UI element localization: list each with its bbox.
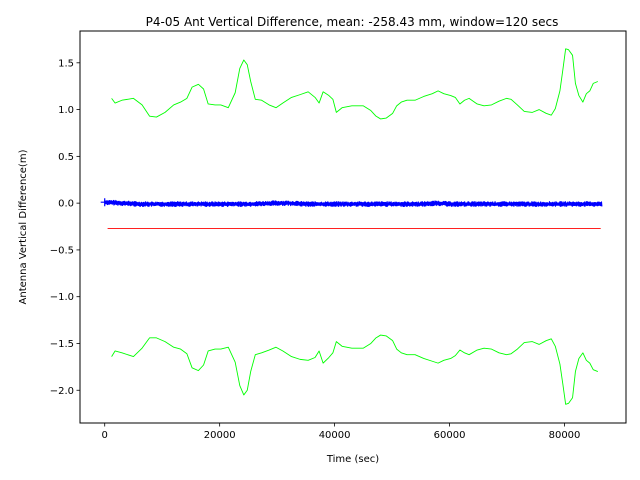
series-line-3 — [104, 199, 603, 208]
y-axis-label: Antenna Vertical Difference(m) — [18, 149, 29, 304]
y-tick-label: 0.0 — [58, 199, 74, 210]
series-start-marker — [100, 198, 109, 207]
y-tick-label: 1.0 — [58, 105, 74, 116]
x-axis-ticks: 0 20000 40000 60000 80000 — [102, 423, 581, 441]
series-line-1 — [111, 334, 599, 405]
y-tick-label: 1.5 — [58, 58, 74, 69]
axes-frame — [79, 30, 627, 424]
chart-title: P4-05 Ant Vertical Difference, mean: -25… — [146, 15, 559, 29]
x-tick-label: 80000 — [549, 430, 581, 441]
y-tick-label: −1.0 — [50, 292, 74, 303]
x-tick-label: 60000 — [434, 430, 466, 441]
x-tick-label: 40000 — [319, 430, 351, 441]
x-axis-label: Time (sec) — [326, 454, 379, 465]
y-tick-label: −1.5 — [50, 339, 74, 350]
y-tick-label: 0.5 — [58, 152, 74, 163]
y-tick-label: −2.0 — [50, 386, 74, 397]
x-tick-label: 0 — [102, 430, 108, 441]
series-line-0 — [111, 48, 599, 120]
y-tick-label: −0.5 — [50, 245, 74, 256]
plot-area — [100, 48, 603, 405]
x-tick-label: 20000 — [204, 430, 236, 441]
y-axis-ticks: 1.5 1.0 0.5 0.0 −0.5 −1.0 −1.5 −2.0 — [50, 58, 80, 397]
